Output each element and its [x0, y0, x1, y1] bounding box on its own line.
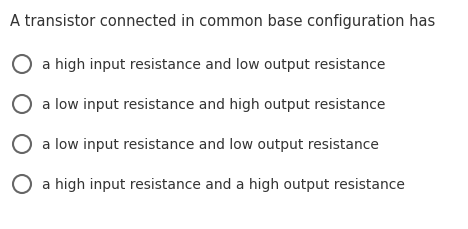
Text: A transistor connected in common base configuration has: A transistor connected in common base co…: [10, 14, 435, 29]
Text: a low input resistance and low output resistance: a low input resistance and low output re…: [42, 137, 379, 151]
Text: a high input resistance and a high output resistance: a high input resistance and a high outpu…: [42, 177, 405, 191]
Text: a high input resistance and low output resistance: a high input resistance and low output r…: [42, 58, 385, 72]
Text: a low input resistance and high output resistance: a low input resistance and high output r…: [42, 98, 385, 112]
